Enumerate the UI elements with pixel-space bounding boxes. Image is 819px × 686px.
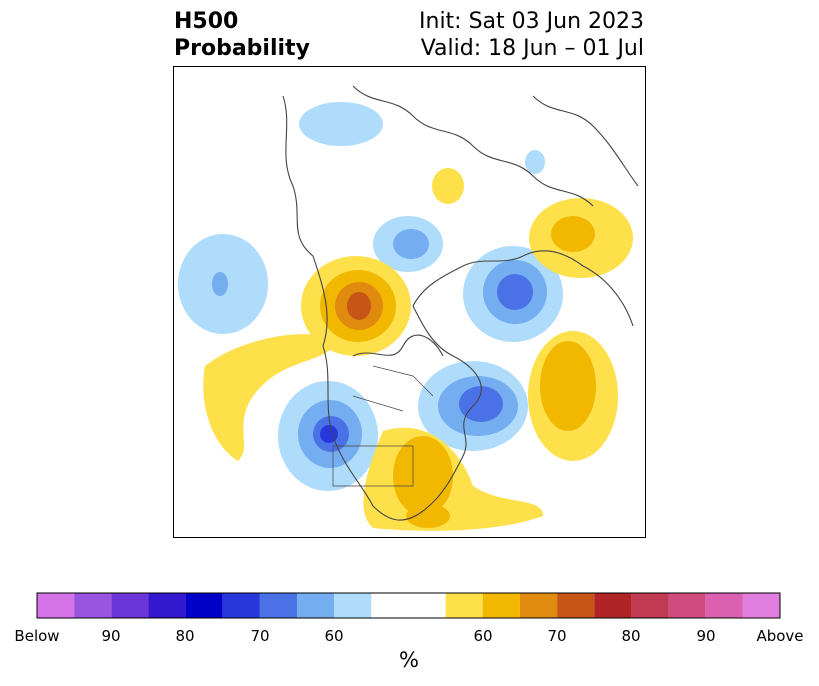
probability-map bbox=[173, 66, 646, 538]
above-area-pacific bbox=[203, 334, 338, 461]
colorbar-segment bbox=[519, 593, 558, 618]
map-dates: Init: Sat 03 Jun 2023 Valid: 18 Jun – 01… bbox=[419, 8, 644, 62]
coastlines bbox=[282, 85, 639, 521]
above-core bbox=[347, 292, 371, 320]
colorbar-tick-label: 70 bbox=[547, 627, 567, 645]
above-core bbox=[551, 216, 595, 252]
below-area-small bbox=[525, 150, 545, 174]
below-area-arctic bbox=[299, 102, 383, 146]
colorbar-segment bbox=[222, 593, 260, 618]
colorbar-tick-label: 70 bbox=[250, 627, 270, 645]
below-core bbox=[497, 274, 533, 310]
colorbar-frame bbox=[36, 592, 781, 619]
below-core bbox=[393, 229, 429, 259]
above-core bbox=[540, 341, 596, 431]
colorbar-unit: % bbox=[399, 648, 419, 672]
colorbar-tick-label: 80 bbox=[175, 627, 195, 645]
title-variable: H500 bbox=[174, 9, 239, 34]
map-title: H500 Probability bbox=[174, 8, 310, 62]
colorbar-segment bbox=[37, 593, 75, 618]
colorbar-segment bbox=[74, 593, 112, 618]
below-core bbox=[212, 272, 228, 296]
colorbar-segment bbox=[334, 593, 372, 618]
colorbar-segment bbox=[445, 593, 483, 618]
below-core bbox=[320, 425, 338, 443]
colorbar-segment bbox=[557, 593, 595, 618]
colorbar-segment bbox=[148, 593, 186, 618]
valid-period: Valid: 18 Jun – 01 Jul bbox=[420, 36, 644, 61]
colorbar-segment bbox=[259, 593, 298, 618]
colorbar-tick-label: Above bbox=[756, 627, 804, 645]
colorbar-segment bbox=[111, 593, 149, 618]
colorbar-segment bbox=[482, 593, 520, 618]
init-date: Init: Sat 03 Jun 2023 bbox=[419, 9, 644, 34]
colorbar-segment bbox=[594, 593, 632, 618]
colorbar-segment bbox=[668, 593, 706, 618]
colorbar-segment bbox=[185, 593, 223, 618]
colorbar-tick-label: 90 bbox=[696, 627, 716, 645]
colorbar-tick-label: 60 bbox=[473, 627, 493, 645]
title-product: Probability bbox=[174, 36, 310, 61]
colorbar-segment bbox=[705, 593, 743, 618]
above-area-scandinavia bbox=[432, 168, 464, 204]
colorbar-segment bbox=[742, 593, 780, 618]
colorbar-segment bbox=[297, 593, 335, 618]
probability-shading bbox=[178, 102, 633, 531]
above-core bbox=[406, 504, 450, 528]
below-core bbox=[459, 386, 503, 422]
colorbar-segment bbox=[631, 593, 669, 618]
colorbar-segment bbox=[371, 593, 446, 618]
above-core bbox=[393, 436, 453, 516]
colorbar-tick-label: 80 bbox=[621, 627, 641, 645]
colorbar-tick-label: 90 bbox=[101, 627, 121, 645]
colorbar-tick-label: Below bbox=[14, 627, 60, 645]
colorbar-tick-label: 60 bbox=[324, 627, 344, 645]
colorbar bbox=[36, 592, 781, 619]
